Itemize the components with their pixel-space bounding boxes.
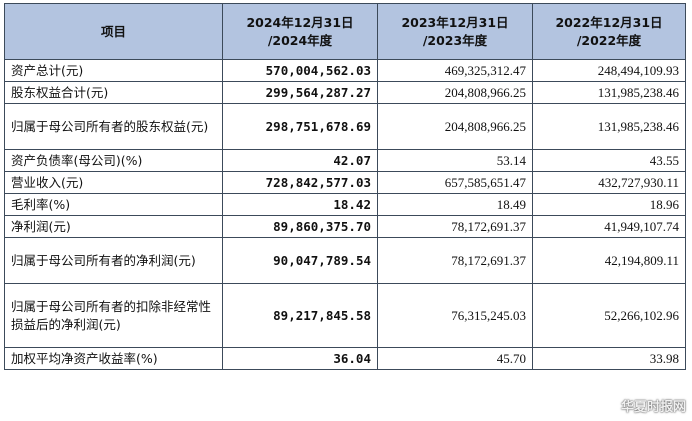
header-2024: 2024年12月31日 /2024年度	[222, 3, 378, 60]
row-value-2022: 248,494,109.93	[532, 59, 686, 82]
row-value-2022: 33.98	[532, 347, 686, 370]
row-item-label: 归属于母公司所有者的股东权益(元)	[4, 103, 223, 150]
row-value-2023: 45.70	[377, 347, 533, 370]
row-value-2024: 42.07	[222, 149, 378, 172]
row-value-2024: 570,004,562.03	[222, 59, 378, 82]
row-value-2023: 78,172,691.37	[377, 237, 533, 284]
watermark-text: 华夏时报网	[620, 400, 686, 415]
row-item-label: 资产总计(元)	[4, 59, 223, 82]
row-value-2024: 36.04	[222, 347, 378, 370]
row-item-label: 毛利率(%)	[4, 193, 223, 216]
table-row: 归属于母公司所有者的扣除非经常性损益后的净利润(元) 89,217,845.58…	[4, 283, 686, 348]
row-item-label: 营业收入(元)	[4, 171, 223, 194]
row-value-2022: 131,985,238.46	[532, 103, 686, 150]
row-item-label: 归属于母公司所有者的净利润(元)	[4, 237, 223, 284]
table-row: 股东权益合计(元) 299,564,287.27 204,808,966.25 …	[4, 81, 686, 104]
row-value-2022: 42,194,809.11	[532, 237, 686, 284]
row-value-2022: 43.55	[532, 149, 686, 172]
row-value-2023: 657,585,651.47	[377, 171, 533, 194]
row-value-2022: 52,266,102.96	[532, 283, 686, 348]
row-value-2023: 18.49	[377, 193, 533, 216]
table-row: 资产总计(元) 570,004,562.03 469,325,312.47 24…	[4, 59, 686, 82]
row-value-2024: 299,564,287.27	[222, 81, 378, 104]
header-2022-line2: /2022年度	[576, 32, 642, 48]
row-value-2023: 204,808,966.25	[377, 103, 533, 150]
row-item-label: 股东权益合计(元)	[4, 81, 223, 104]
header-2023: 2023年12月31日 /2023年度	[377, 3, 533, 60]
row-value-2023: 469,325,312.47	[377, 59, 533, 82]
row-value-2023: 204,808,966.25	[377, 81, 533, 104]
header-2022: 2022年12月31日 /2022年度	[532, 3, 686, 60]
table-row: 毛利率(%) 18.42 18.49 18.96	[4, 193, 686, 216]
row-value-2024: 728,842,577.03	[222, 171, 378, 194]
header-2024-line1: 2024年12月31日	[246, 14, 354, 30]
table-row: 净利润(元) 89,860,375.70 78,172,691.37 41,94…	[4, 215, 686, 238]
table-row: 归属于母公司所有者的股东权益(元) 298,751,678.69 204,808…	[4, 103, 686, 150]
row-value-2024: 89,217,845.58	[222, 283, 378, 348]
row-value-2023: 76,315,245.03	[377, 283, 533, 348]
table-row: 加权平均净资产收益率(%) 36.04 45.70 33.98	[4, 347, 686, 370]
header-row: 项目 2024年12月31日 /2024年度 2023年12月31日 /2023…	[4, 3, 686, 60]
row-value-2023: 78,172,691.37	[377, 215, 533, 238]
table-body: 资产总计(元) 570,004,562.03 469,325,312.47 24…	[4, 59, 686, 370]
row-item-label: 加权平均净资产收益率(%)	[4, 347, 223, 370]
row-value-2023: 53.14	[377, 149, 533, 172]
row-value-2024: 90,047,789.54	[222, 237, 378, 284]
header-2024-line2: /2024年度	[267, 32, 333, 48]
row-value-2024: 298,751,678.69	[222, 103, 378, 150]
table-row: 营业收入(元) 728,842,577.03 657,585,651.47 43…	[4, 171, 686, 194]
table-row: 资产负债率(母公司)(%) 42.07 53.14 43.55	[4, 149, 686, 172]
header-item: 项目	[4, 3, 223, 60]
row-item-label: 净利润(元)	[4, 215, 223, 238]
table-row: 归属于母公司所有者的净利润(元) 90,047,789.54 78,172,69…	[4, 237, 686, 284]
row-item-label: 归属于母公司所有者的扣除非经常性损益后的净利润(元)	[4, 283, 223, 348]
header-2023-line1: 2023年12月31日	[401, 14, 509, 30]
row-item-label: 资产负债率(母公司)(%)	[4, 149, 223, 172]
row-value-2024: 18.42	[222, 193, 378, 216]
financial-summary-table: 项目 2024年12月31日 /2024年度 2023年12月31日 /2023…	[4, 3, 686, 370]
weibo-logo-icon	[600, 399, 618, 413]
header-item-label: 项目	[100, 23, 126, 39]
table-header: 项目 2024年12月31日 /2024年度 2023年12月31日 /2023…	[4, 3, 686, 60]
row-value-2022: 432,727,930.11	[532, 171, 686, 194]
row-value-2022: 41,949,107.74	[532, 215, 686, 238]
row-value-2024: 89,860,375.70	[222, 215, 378, 238]
row-value-2022: 18.96	[532, 193, 686, 216]
row-value-2022: 131,985,238.46	[532, 81, 686, 104]
header-2023-line2: /2023年度	[422, 32, 488, 48]
watermark: 华夏时报网	[600, 396, 686, 415]
header-2022-line1: 2022年12月31日	[555, 14, 663, 30]
